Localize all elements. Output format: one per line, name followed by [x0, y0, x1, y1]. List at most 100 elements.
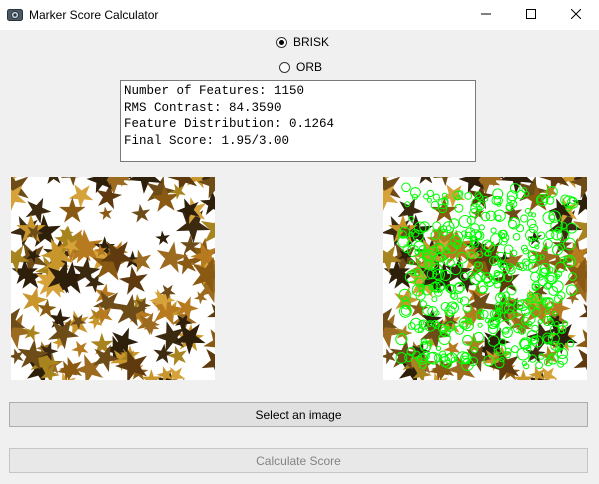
keypoint-marker: [490, 275, 500, 285]
keypoint-marker: [507, 217, 521, 230]
leaves-image-with-keypoints: [383, 177, 587, 380]
leaf-shape: [383, 348, 396, 365]
keypoint-marker: [483, 275, 495, 288]
keypoint-marker: [546, 186, 558, 198]
keypoint-marker: [407, 322, 416, 330]
keypoint-marker: [565, 284, 578, 296]
keypoint-marker: [495, 214, 502, 221]
leaf-shape: [501, 302, 525, 327]
leaf-shape: [474, 335, 502, 364]
keypoint-marker: [457, 190, 464, 196]
leaf-shape: [503, 203, 523, 223]
leaf-shape: [137, 312, 161, 336]
keypoint-marker: [433, 353, 443, 363]
leaf-shape: [537, 366, 558, 380]
keypoint-marker: [481, 272, 492, 283]
leaf-shape: [513, 369, 534, 380]
keypoint-marker: [521, 258, 530, 267]
maximize-button[interactable]: [508, 0, 554, 30]
keypoint-marker: [494, 358, 505, 369]
keypoint-marker: [485, 250, 492, 257]
keypoint-marker: [555, 261, 566, 273]
keypoint-marker: [500, 261, 508, 269]
keypoint-marker: [478, 224, 485, 231]
keypoint-marker: [424, 320, 436, 332]
leaf-shape: [153, 288, 176, 311]
leaf-shape: [466, 236, 488, 257]
close-button[interactable]: [553, 0, 599, 30]
leaf-shape: [102, 335, 130, 364]
leaf-shape: [59, 197, 86, 223]
keypoint-marker: [424, 259, 433, 269]
distribution-line: Feature Distribution: 0.1264: [124, 117, 335, 131]
leaf-shape: [155, 230, 170, 246]
keypoint-marker: [432, 268, 446, 281]
keypoint-marker: [449, 235, 463, 248]
keypoint-marker: [483, 241, 496, 253]
calculate-score-button[interactable]: Calculate Score: [9, 448, 588, 473]
radio-label-brisk: BRISK: [293, 35, 330, 49]
keypoint-marker: [566, 222, 578, 234]
leaf-shape: [99, 177, 129, 196]
keypoint-marker: [466, 215, 476, 225]
radio-dot-orb[interactable]: [279, 61, 290, 73]
keypoint-marker: [556, 229, 570, 242]
keypoint-marker: [531, 283, 540, 292]
minimize-button[interactable]: [463, 0, 509, 30]
leaf-shape: [86, 177, 114, 194]
keypoint-marker: [535, 254, 542, 262]
radio-dot-brisk[interactable]: [276, 36, 287, 48]
leaf-shape: [154, 321, 185, 353]
keypoint-marker: [464, 192, 473, 200]
leaf-shape: [52, 335, 66, 350]
keypoint-marker: [491, 195, 501, 206]
keypoint-marker: [480, 211, 491, 222]
leaf-shape: [26, 224, 44, 242]
keypoint-marker: [490, 227, 497, 234]
radio-brisk[interactable]: BRISK: [276, 35, 329, 49]
keypoint-marker: [400, 305, 411, 316]
leaf-shape: [73, 354, 104, 380]
keypoint-marker: [534, 244, 540, 250]
keypoint-marker: [408, 215, 415, 222]
results-textbox[interactable]: Number of Features: 1150 RMS Contrast: 8…: [120, 80, 476, 162]
leaves-image: [11, 177, 215, 380]
keypoint-marker: [467, 271, 476, 279]
keypoint-marker: [526, 218, 537, 229]
keypoint-marker: [429, 260, 439, 269]
leaf-shape: [128, 249, 152, 273]
keypoint-marker: [450, 302, 458, 310]
keypoint-marker: [477, 308, 484, 315]
keypoint-marker: [525, 228, 538, 242]
select-image-button[interactable]: Select an image: [9, 402, 588, 427]
keypoint-marker: [493, 280, 502, 289]
keypoint-marker: [541, 196, 548, 203]
title-bar[interactable]: Marker Score Calculator: [0, 0, 599, 30]
leaf-shape: [528, 366, 546, 380]
leaf-shape: [151, 293, 184, 326]
leaf-shape: [94, 283, 116, 305]
leaf-shape: [409, 298, 429, 318]
keypoint-marker: [550, 340, 561, 351]
keypoint-marker: [448, 218, 460, 229]
keypoint-marker: [426, 268, 438, 280]
keypoint-marker: [427, 340, 433, 346]
radio-orb[interactable]: ORB: [279, 60, 322, 74]
keypoint-marker: [556, 347, 569, 359]
keypoint-marker: [500, 233, 510, 243]
keypoint-marker: [410, 269, 417, 276]
leaf-shape: [397, 197, 424, 224]
leaf-shape: [92, 246, 127, 281]
keypoint-marker: [523, 191, 530, 197]
keypoint-marker: [416, 356, 423, 362]
keypoint-marker: [487, 335, 500, 347]
leaf-shape: [57, 360, 78, 380]
keypoint-marker: [531, 335, 544, 348]
keypoint-marker: [446, 309, 454, 317]
keypoint-marker: [411, 283, 425, 297]
leaf-shape: [175, 296, 199, 320]
leaf-shape: [426, 225, 456, 254]
leaf-shape: [383, 177, 401, 206]
leaf-shape: [37, 298, 57, 318]
leaf-shape: [415, 251, 442, 278]
